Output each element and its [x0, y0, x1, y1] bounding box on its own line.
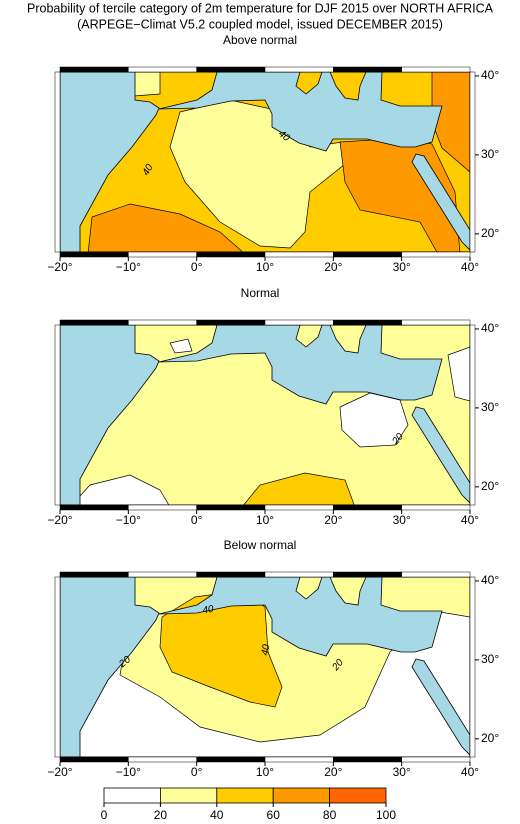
- panel-title: Below normal: [224, 538, 297, 552]
- frame-segment: [59, 66, 129, 73]
- frame-segment: [196, 571, 266, 578]
- colorbar-segment: [329, 787, 387, 804]
- x-tick-label: 0°: [191, 765, 203, 779]
- y-tick-label: 30°: [481, 652, 499, 666]
- frame-segment: [196, 504, 266, 511]
- x-tick-label: −10°: [116, 513, 141, 527]
- frame-segment: [128, 571, 197, 578]
- x-tick-label: 0°: [191, 513, 203, 527]
- x-tick-label: 10°: [256, 765, 274, 779]
- x-tick-label: 20°: [324, 260, 342, 274]
- figure-subtitle: (ARPEGE−Climat V5.2 coupled model, issue…: [77, 17, 443, 31]
- frame-segment: [196, 66, 266, 73]
- frame-segment: [196, 319, 266, 326]
- frame-segment: [333, 504, 402, 511]
- y-tick-label: 20°: [481, 479, 499, 493]
- frame-segment: [59, 251, 129, 258]
- frame-segment: [264, 66, 334, 73]
- x-tick-label: 30°: [393, 260, 411, 274]
- frame-side: [54, 71, 61, 253]
- frame-segment: [128, 504, 197, 511]
- colorbar-label: 0: [101, 808, 108, 822]
- colorbar-segment: [159, 787, 218, 804]
- figure-title: Probability of tercile category of 2m te…: [27, 1, 494, 15]
- x-tick-label: 0°: [191, 260, 203, 274]
- frame-side: [469, 576, 476, 758]
- frame-segment: [196, 251, 266, 258]
- frame-side: [469, 71, 476, 253]
- frame-segment: [264, 319, 334, 326]
- frame-side: [54, 324, 61, 506]
- y-tick-label: 30°: [481, 400, 499, 414]
- frame-segment: [401, 756, 471, 763]
- frame-segment: [128, 66, 197, 73]
- panel-title: Normal: [241, 286, 280, 300]
- colorbar-label: 80: [323, 808, 337, 822]
- colorbar-segment: [216, 787, 274, 804]
- y-tick-label: 30°: [481, 147, 499, 161]
- x-tick-label: −10°: [116, 260, 141, 274]
- frame-segment: [264, 504, 334, 511]
- x-tick-label: 20°: [324, 765, 342, 779]
- x-tick-label: −20°: [47, 765, 72, 779]
- contour-label: 40: [141, 162, 156, 178]
- frame-segment: [401, 66, 471, 73]
- frame-segment: [401, 571, 471, 578]
- frame-segment: [128, 251, 197, 258]
- frame-segment: [333, 571, 402, 578]
- y-tick-label: 20°: [481, 731, 499, 745]
- frame-segment: [264, 756, 334, 763]
- x-tick-label: 40°: [461, 260, 479, 274]
- frame-segment: [59, 504, 129, 511]
- frame-segment: [59, 571, 129, 578]
- frame-segment: [401, 319, 471, 326]
- x-tick-label: −20°: [47, 513, 72, 527]
- frame-side: [469, 324, 476, 506]
- colorbar-label: 20: [154, 808, 168, 822]
- map-panel: [60, 577, 470, 757]
- frame-segment: [59, 319, 129, 326]
- x-tick-label: 10°: [256, 260, 274, 274]
- frame-segment: [333, 756, 402, 763]
- contour-label: 40: [202, 604, 215, 617]
- colorbar-label: 40: [210, 808, 224, 822]
- frame-segment: [128, 319, 197, 326]
- frame-segment: [333, 251, 402, 258]
- colorbar-segment: [103, 787, 161, 804]
- y-tick-label: 40°: [481, 573, 499, 587]
- x-tick-label: −10°: [116, 765, 141, 779]
- frame-segment: [401, 504, 471, 511]
- frame-segment: [59, 756, 129, 763]
- colorbar-label: 60: [267, 808, 281, 822]
- y-tick-label: 40°: [481, 68, 499, 82]
- frame-segment: [128, 756, 197, 763]
- colorbar-label: 100: [376, 808, 396, 822]
- x-tick-label: 10°: [256, 513, 274, 527]
- x-tick-label: 40°: [461, 513, 479, 527]
- x-tick-label: 30°: [393, 513, 411, 527]
- x-tick-label: −20°: [47, 260, 72, 274]
- panel-title: Above normal: [223, 33, 297, 47]
- map-panel: [60, 325, 470, 505]
- frame-segment: [333, 66, 402, 73]
- x-tick-label: 20°: [324, 513, 342, 527]
- frame-segment: [333, 319, 402, 326]
- frame-segment: [196, 756, 266, 763]
- frame-segment: [264, 251, 334, 258]
- frame-side: [54, 576, 61, 758]
- y-tick-label: 40°: [481, 321, 499, 335]
- frame-segment: [401, 251, 471, 258]
- contour-label: 40: [260, 643, 273, 656]
- y-tick-label: 20°: [481, 226, 499, 240]
- x-tick-label: 30°: [393, 765, 411, 779]
- map-panel: [60, 72, 470, 252]
- frame-segment: [264, 571, 334, 578]
- x-tick-label: 40°: [461, 765, 479, 779]
- colorbar-segment: [272, 787, 331, 804]
